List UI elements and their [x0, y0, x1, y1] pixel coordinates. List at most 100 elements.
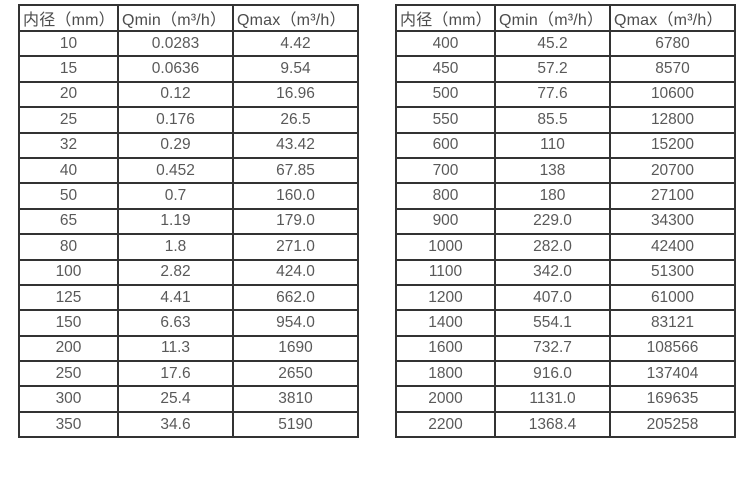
table-row: 32 0.29 43.42	[18, 131, 359, 159]
table-row: 80 1.8 271.0	[18, 233, 359, 261]
table-row: 800 180 27100	[395, 182, 736, 210]
table-row: 1000 282.0 42400	[395, 233, 736, 261]
table-cell: 179.0	[232, 207, 359, 236]
table-cell: 34300	[609, 207, 736, 236]
table-cell: 0.29	[117, 131, 234, 159]
table-cell: 16.96	[232, 80, 359, 109]
table-cell: 169635	[609, 385, 736, 413]
table-cell: 916.0	[494, 360, 611, 388]
table-row: 20 0.12 16.96	[18, 80, 359, 109]
table-cell: 15	[18, 55, 119, 83]
table-cell: 5190	[232, 410, 359, 439]
table-cell: 51300	[609, 258, 736, 286]
table-cell: 900	[395, 207, 496, 236]
table-cell: 65	[18, 207, 119, 236]
table-cell: 108566	[609, 334, 736, 363]
table-cell: 3810	[232, 385, 359, 413]
table-row: 400 45.2 6780	[395, 29, 736, 58]
table-row: 65 1.19 179.0	[18, 207, 359, 236]
table-cell: 732.7	[494, 334, 611, 363]
table-row: 900 229.0 34300	[395, 207, 736, 236]
table-cell: 600	[395, 131, 496, 159]
table-cell: 2650	[232, 360, 359, 388]
table-row: 50 0.7 160.0	[18, 182, 359, 210]
table-cell: 450	[395, 55, 496, 83]
table-cell: 26.5	[232, 106, 359, 134]
table-row: 1100 342.0 51300	[395, 258, 736, 286]
table-body: 400 45.2 6780 450 57.2 8570 500 77.6 10600 550 85.…	[395, 29, 736, 439]
table-row: 350 34.6 5190	[18, 410, 359, 439]
table-cell: 2.82	[117, 258, 234, 286]
column-header: Qmax（m³/h）	[232, 4, 359, 32]
table-row: 500 77.6 10600	[395, 80, 736, 109]
table-cell: 2200	[395, 410, 496, 439]
table-cell: 1690	[232, 334, 359, 363]
table-row: 25 0.176 26.5	[18, 106, 359, 134]
table-cell: 1600	[395, 334, 496, 363]
table-cell: 40	[18, 156, 119, 185]
table-cell: 0.7	[117, 182, 234, 210]
table-cell: 80	[18, 233, 119, 261]
table-cell: 9.54	[232, 55, 359, 83]
table-cell: 300	[18, 385, 119, 413]
header-row: 内径（mm） Qmin（m³/h） Qmax（m³/h）	[18, 4, 359, 32]
table-cell: 61000	[609, 283, 736, 312]
table-cell: 17.6	[117, 360, 234, 388]
table-row: 40 0.452 67.85	[18, 156, 359, 185]
table-cell: 250	[18, 360, 119, 388]
table-body: 10 0.0283 4.42 15 0.0636 9.54 20 0.12 16.96 25 0.1…	[18, 29, 359, 439]
column-header: Qmin（m³/h）	[494, 4, 611, 32]
table-header-row: 内径（mm） Qmin（m³/h） Qmax（m³/h）	[395, 4, 736, 32]
table-cell: 1.8	[117, 233, 234, 261]
table-cell: 1400	[395, 309, 496, 337]
table-row: 150 6.63 954.0	[18, 309, 359, 337]
table-cell: 662.0	[232, 283, 359, 312]
table-cell: 20	[18, 80, 119, 109]
table-row: 250 17.6 2650	[18, 360, 359, 388]
table-cell: 150	[18, 309, 119, 337]
table-cell: 34.6	[117, 410, 234, 439]
table-cell: 400	[395, 29, 496, 58]
table-cell: 205258	[609, 410, 736, 439]
table-row: 700 138 20700	[395, 156, 736, 185]
table-row: 1600 732.7 108566	[395, 334, 736, 363]
table-cell: 8570	[609, 55, 736, 83]
table-cell: 1131.0	[494, 385, 611, 413]
table-cell: 6780	[609, 29, 736, 58]
table-cell: 1100	[395, 258, 496, 286]
table-row: 1800 916.0 137404	[395, 360, 736, 388]
table-cell: 25	[18, 106, 119, 134]
table-row: 200 11.3 1690	[18, 334, 359, 363]
table-row: 100 2.82 424.0	[18, 258, 359, 286]
table-cell: 0.12	[117, 80, 234, 109]
table-cell: 138	[494, 156, 611, 185]
table-cell: 11.3	[117, 334, 234, 363]
table-cell: 342.0	[494, 258, 611, 286]
table-cell: 137404	[609, 360, 736, 388]
table-cell: 271.0	[232, 233, 359, 261]
table-cell: 700	[395, 156, 496, 185]
column-header: 内径（mm）	[395, 4, 496, 32]
table-cell: 43.42	[232, 131, 359, 159]
table-row: 125 4.41 662.0	[18, 283, 359, 312]
table-cell: 85.5	[494, 106, 611, 134]
flow-rate-table-left: 内径（mm） Qmin（m³/h） Qmax（m³/h） 10 0.0283 4.42 1…	[18, 4, 359, 439]
header-row: 内径（mm） Qmin（m³/h） Qmax（m³/h）	[395, 4, 736, 32]
flow-rate-table-right: 内径（mm） Qmin（m³/h） Qmax（m³/h） 400 45.2 6780 45…	[395, 4, 736, 439]
table-row: 2200 1368.4 205258	[395, 410, 736, 439]
column-header: 内径（mm）	[18, 4, 119, 32]
table-cell: 45.2	[494, 29, 611, 58]
table-cell: 160.0	[232, 182, 359, 210]
table-cell: 554.1	[494, 309, 611, 337]
table-cell: 4.41	[117, 283, 234, 312]
table-cell: 0.0636	[117, 55, 234, 83]
table-cell: 110	[494, 131, 611, 159]
table-cell: 229.0	[494, 207, 611, 236]
table-cell: 1200	[395, 283, 496, 312]
table-cell: 77.6	[494, 80, 611, 109]
table-cell: 125	[18, 283, 119, 312]
column-header: Qmax（m³/h）	[609, 4, 736, 32]
table-cell: 100	[18, 258, 119, 286]
table-cell: 25.4	[117, 385, 234, 413]
table-row: 15 0.0636 9.54	[18, 55, 359, 83]
